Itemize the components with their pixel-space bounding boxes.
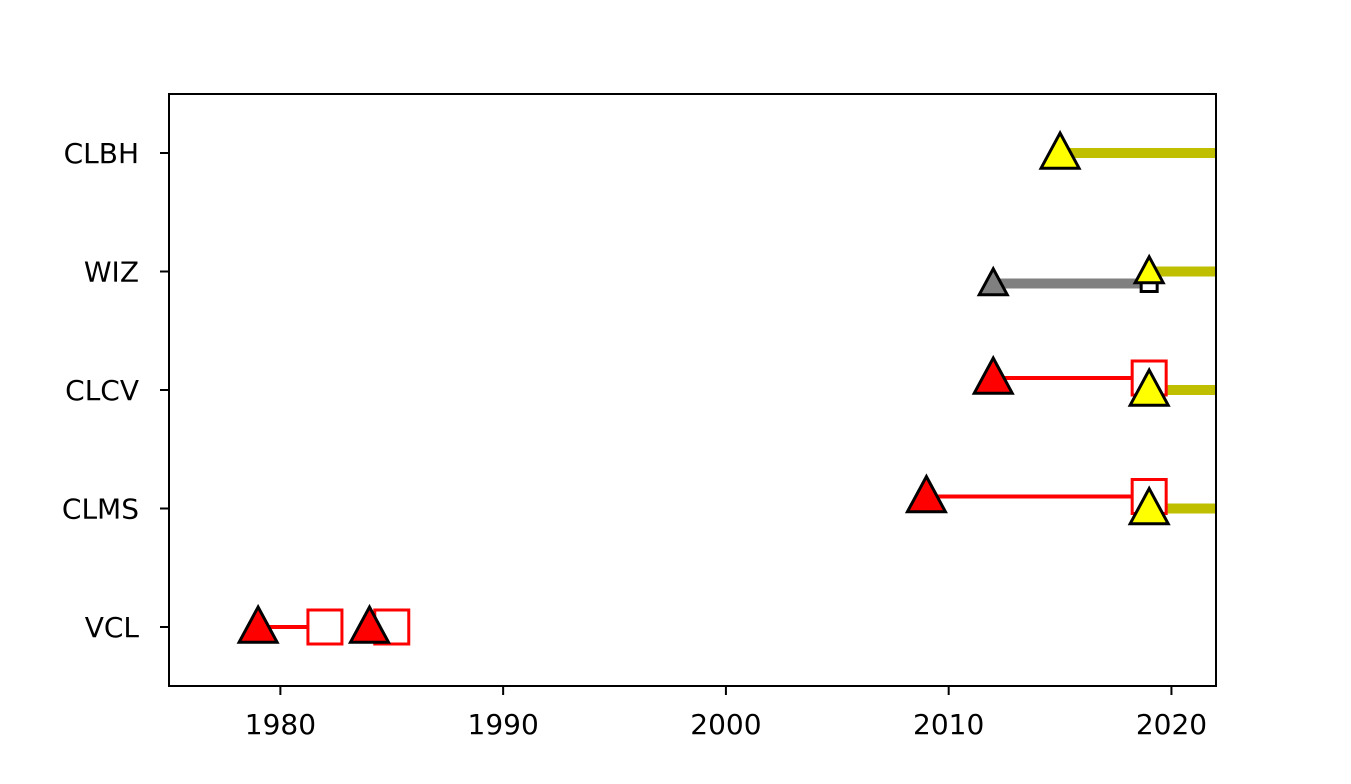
start-marker-clbh-8 [1038,129,1082,170]
end-marker-vcl-0 [306,608,344,646]
axis-ticks: 1980 1990 2000 2010 2020 VCL CLMS CLCV WIZ CLBH [62,137,1207,741]
y-tick-label-clbh: CLBH [64,137,139,170]
x-tick-label-2000: 2000 [690,708,761,741]
start-marker-clms-2 [904,473,948,514]
start-marker-clcv-5 [1127,366,1171,407]
start-marker-vcl-0 [236,603,280,644]
start-marker-wiz-7 [1132,253,1166,285]
y-tick-label-clcv: CLCV [65,374,139,407]
start-marker-wiz-6 [976,265,1010,297]
x-tick-label-2010: 2010 [913,708,984,741]
y-tick-label-clms: CLMS [62,493,139,526]
y-tick-label-vcl: VCL [85,611,140,644]
x-tick-label-1980: 1980 [245,708,316,741]
markers [236,129,1171,646]
x-tick-label-2020: 2020 [1136,708,1207,741]
x-tick-label-1990: 1990 [468,708,539,741]
start-marker-clcv-4 [971,354,1015,395]
start-marker-vcl-1 [347,603,392,644]
plot-frame [168,93,1217,687]
y-tick-label-wiz: WIZ [84,256,139,289]
start-marker-clms-3 [1127,485,1171,526]
